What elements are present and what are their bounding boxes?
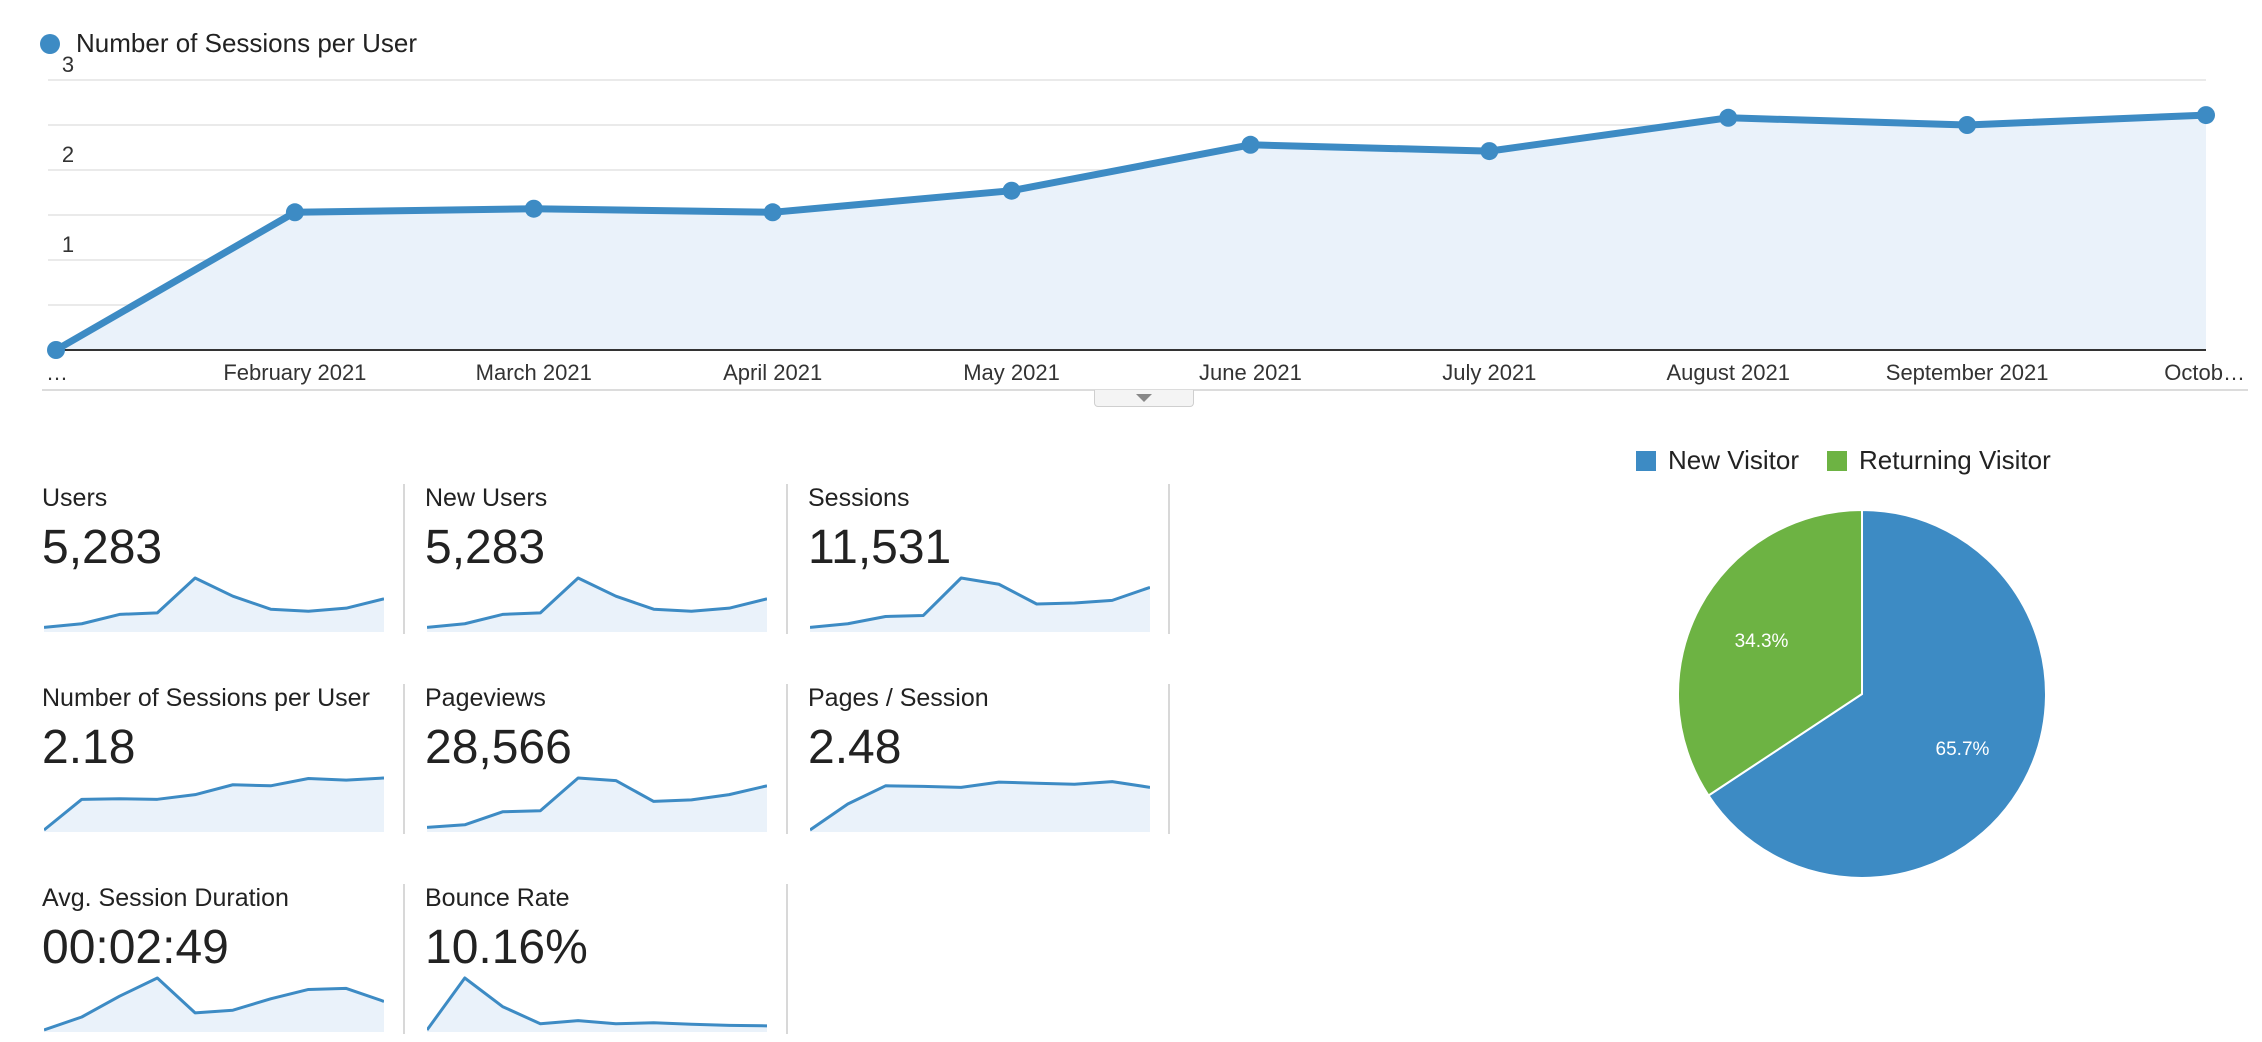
x-tick-label: February 2021 [223, 360, 366, 385]
metric-value: 10.16% [425, 921, 588, 974]
data-point [1002, 181, 1021, 200]
metric-value: 00:02:49 [42, 921, 229, 974]
metric-avg-session-duration[interactable]: Avg. Session Duration 00:02:49 [42, 884, 424, 1036]
y-tick-label: 3 [62, 52, 74, 77]
x-tick-label: April 2021 [723, 360, 822, 385]
metric-sessions-per-user[interactable]: Number of Sessions per User 2.18 [42, 684, 424, 836]
visitor-pie-chart: 65.7% 34.3% [1677, 508, 2047, 879]
legend-label: Number of Sessions per User [76, 28, 418, 58]
y-tick-label: 1 [62, 232, 74, 257]
metric-users[interactable]: Users 5,283 [42, 484, 424, 636]
x-tick-label: September 2021 [1886, 360, 2049, 385]
legend-dot-icon [40, 33, 60, 54]
sparkline [810, 576, 1150, 632]
metric-divider [403, 484, 405, 634]
sparkline [44, 976, 384, 1032]
main-legend[interactable]: Number of Sessions per User [40, 28, 417, 59]
metric-label: New Users [425, 484, 548, 512]
series-area [56, 115, 2206, 350]
x-tick-label: May 2021 [963, 360, 1060, 385]
legend-item-returning-visitor[interactable]: Returning Visitor [1827, 445, 2051, 476]
metric-value: 11,531 [808, 521, 952, 574]
sparkline-area [427, 978, 767, 1032]
sparkline-line [810, 576, 1150, 629]
pie-slice [1677, 508, 1863, 797]
metric-divider [786, 684, 788, 834]
metric-label: Pageviews [425, 684, 546, 712]
metric-pageviews[interactable]: Pageviews 28,566 [425, 684, 807, 836]
series-line [54, 111, 2207, 354]
data-point [1480, 142, 1499, 161]
data-point [285, 203, 304, 222]
metric-sessions[interactable]: Sessions 11,531 [808, 484, 1190, 636]
data-point [2197, 106, 2215, 125]
sessions-line-chart: 3 2 1 … February 2021 March 2021 April 2021 May… [42, 52, 2248, 391]
data-point [1241, 135, 1260, 154]
sparkline-line [44, 576, 384, 629]
sparkline-line [810, 780, 1150, 832]
metric-label: Pages / Session [808, 684, 989, 712]
metric-bounce-rate[interactable]: Bounce Rate 10.16% [425, 884, 807, 1036]
x-tick-label: August 2021 [1666, 360, 1790, 385]
chevron-down-icon [1136, 394, 1152, 402]
metric-label: Number of Sessions per User [42, 684, 370, 712]
sparkline [427, 576, 767, 632]
metric-value: 2.48 [808, 721, 902, 774]
sparkline-line [427, 576, 767, 629]
metric-divider [786, 484, 788, 634]
legend-item-new-visitor[interactable]: New Visitor [1636, 445, 1799, 476]
data-point [1958, 116, 1977, 134]
data-point [1719, 108, 1738, 127]
legend-label: New Visitor [1668, 445, 1800, 475]
sparkline [427, 976, 767, 1032]
sparkline-area [427, 578, 767, 632]
sparkline [44, 576, 384, 632]
metric-new-users[interactable]: New Users 5,283 [425, 484, 807, 636]
metric-pages-per-session[interactable]: Pages / Session 2.48 [808, 684, 1190, 836]
x-tick-label: June 2021 [1199, 360, 1302, 385]
metric-value: 5,283 [42, 521, 163, 574]
metric-divider [786, 884, 788, 1034]
sparkline [44, 776, 384, 832]
sparkline [810, 780, 1150, 832]
data-point [524, 199, 543, 218]
sparkline-area [427, 778, 767, 832]
sparkline [427, 776, 767, 832]
legend-swatch-icon [1636, 450, 1656, 471]
pie-slice [1707, 508, 2047, 879]
metric-value: 28,566 [425, 721, 572, 774]
pie-slice-label: 34.3% [1735, 631, 1789, 652]
metric-label: Users [42, 484, 108, 512]
collapse-chart-button[interactable] [1094, 390, 1194, 407]
x-tick-label: July 2021 [1442, 360, 1536, 385]
sparkline-area [44, 578, 384, 632]
pie-legend: New Visitor Returning Visitor [1636, 445, 2079, 476]
data-point [47, 341, 65, 359]
metric-label: Sessions [808, 484, 910, 512]
metric-divider [1168, 484, 1170, 634]
metric-label: Avg. Session Duration [42, 884, 289, 912]
metric-divider [1168, 684, 1170, 834]
sparkline-area [44, 978, 384, 1032]
x-tick-label: March 2021 [476, 360, 592, 385]
legend-label: Returning Visitor [1859, 445, 2051, 475]
legend-swatch-icon [1827, 450, 1848, 471]
sparkline-line [427, 776, 767, 829]
data-point [763, 203, 782, 222]
sparkline-line [44, 776, 384, 832]
x-tick-label: Octob… [2164, 360, 2245, 385]
metric-value: 5,283 [425, 521, 546, 574]
metric-value: 2.18 [42, 721, 136, 774]
metric-divider [403, 684, 405, 834]
metric-label: Bounce Rate [425, 884, 570, 912]
metric-divider [403, 884, 405, 1034]
x-tick-label: … [46, 360, 68, 385]
pie-slice-label: 65.7% [1936, 739, 1990, 760]
sparkline-line [44, 976, 384, 1032]
sparkline-line [427, 976, 767, 1031]
y-tick-label: 2 [62, 142, 74, 167]
sparkline-area [44, 778, 384, 832]
sparkline-area [810, 781, 1150, 832]
sparkline-area [810, 578, 1150, 632]
